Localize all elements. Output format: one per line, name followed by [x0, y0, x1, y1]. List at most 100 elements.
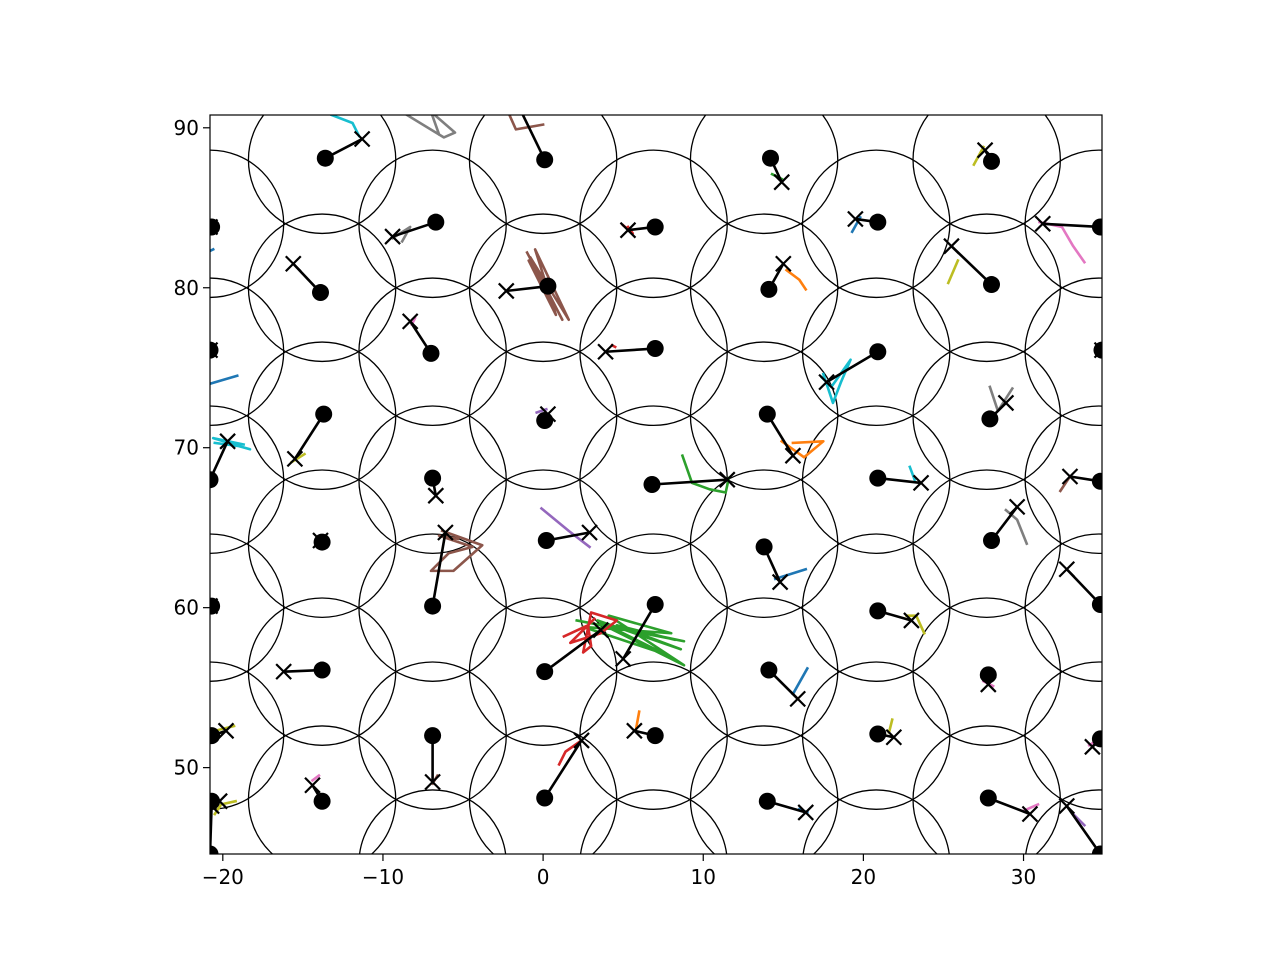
dot-cross-link [543, 739, 583, 799]
x-tick-label: 20 [851, 865, 876, 889]
dot-cross-link [651, 478, 728, 486]
trajectory-line [791, 666, 810, 696]
y-tick-label: 90 [174, 116, 199, 140]
trajectory-line [946, 258, 960, 285]
dot-marker [760, 280, 778, 298]
dot-marker [1091, 595, 1102, 613]
coverage-circle [912, 341, 1062, 491]
dot-marker [869, 602, 887, 620]
cross-marker [789, 690, 807, 708]
dot-marker [536, 663, 554, 681]
cross-marker [573, 732, 590, 749]
trajectory-line [680, 454, 731, 494]
cross-marker [284, 255, 302, 273]
cross-marker [619, 221, 637, 239]
cross-marker [847, 210, 864, 228]
trajectory-line [539, 506, 592, 549]
dot-marker [646, 595, 664, 613]
coverage-circle [802, 789, 950, 854]
dot-cross-link [543, 629, 602, 673]
coverage-circle [1024, 533, 1102, 682]
cross-marker [304, 776, 321, 794]
dot-marker [424, 727, 442, 745]
cross-marker [286, 450, 304, 468]
dot-marker [536, 412, 554, 430]
cross-marker [626, 722, 643, 740]
dot-marker [424, 469, 442, 487]
coverage-circle [210, 533, 285, 682]
y-tick-label: 50 [174, 756, 199, 780]
coverage-circle [1024, 661, 1102, 810]
cross-marker [773, 173, 790, 191]
coverage-circle [689, 725, 839, 854]
dot-marker [1093, 341, 1102, 359]
dot-marker [210, 218, 221, 236]
trajectory-line [557, 738, 584, 767]
cross-marker [1058, 797, 1076, 815]
dot-marker [313, 792, 331, 810]
dots-layer [210, 149, 1102, 854]
cross-marker [903, 612, 920, 629]
cross-marker [818, 373, 835, 391]
cross-marker [427, 487, 445, 504]
coverage-circle [912, 469, 1062, 619]
cross-marker [1058, 560, 1076, 578]
y-axis: 50 60 70 80 90 [174, 116, 210, 780]
trajectory-line [562, 611, 619, 654]
cross-marker [597, 343, 614, 361]
coverage-circle [210, 661, 285, 810]
cross-marker [775, 255, 792, 273]
cross-marker [592, 621, 610, 639]
cross-marker [614, 650, 632, 668]
x-tick-label: 0 [537, 865, 550, 889]
dot-marker [316, 149, 334, 167]
trajectory-line [405, 115, 457, 139]
dot-marker [755, 538, 773, 556]
dot-marker [539, 277, 557, 295]
cross-marker [219, 433, 236, 450]
crosses-layer [210, 130, 1102, 823]
dot-marker [210, 727, 221, 745]
x-tick-label: 30 [1011, 865, 1036, 889]
dot-cross-link [622, 603, 657, 660]
dot-cross-link [1042, 222, 1101, 229]
cross-marker [353, 130, 371, 148]
dot-marker [869, 213, 887, 231]
dot-marker [536, 789, 554, 807]
trajectory-line [784, 268, 808, 292]
dot-marker [1091, 730, 1102, 748]
cross-marker [437, 524, 454, 541]
dot-marker [210, 792, 221, 810]
dot-marker [758, 792, 776, 810]
dot-marker [1091, 845, 1102, 854]
trajectory-line [908, 465, 917, 482]
coverage-circle [689, 469, 839, 619]
trajectory-line [330, 115, 361, 138]
dot-marker [983, 531, 1001, 549]
cross-marker [1021, 805, 1039, 823]
dot-marker [210, 341, 219, 359]
dot-marker [537, 531, 555, 549]
cross-marker [275, 663, 292, 680]
trajectory-line [887, 718, 894, 735]
dot-marker [762, 149, 780, 167]
dot-marker [869, 343, 887, 361]
cross-marker [384, 228, 401, 245]
dot-marker [210, 471, 219, 489]
cross-marker [217, 722, 235, 740]
x-tick-label: 10 [691, 865, 716, 889]
dot-marker [315, 405, 333, 423]
plot-frame [209, 114, 1103, 855]
coverage-circle [1024, 277, 1102, 427]
dot-marker [210, 845, 219, 854]
cross-marker [885, 728, 903, 746]
dot-marker [424, 597, 442, 615]
dot-marker [646, 727, 664, 745]
cross-marker [1061, 468, 1079, 485]
dot-marker [983, 152, 1001, 170]
dot-marker [643, 476, 661, 493]
dot-marker [422, 344, 440, 362]
x-tick-label: −10 [362, 865, 404, 889]
dot-marker [981, 410, 999, 428]
dot-marker [983, 276, 1001, 294]
